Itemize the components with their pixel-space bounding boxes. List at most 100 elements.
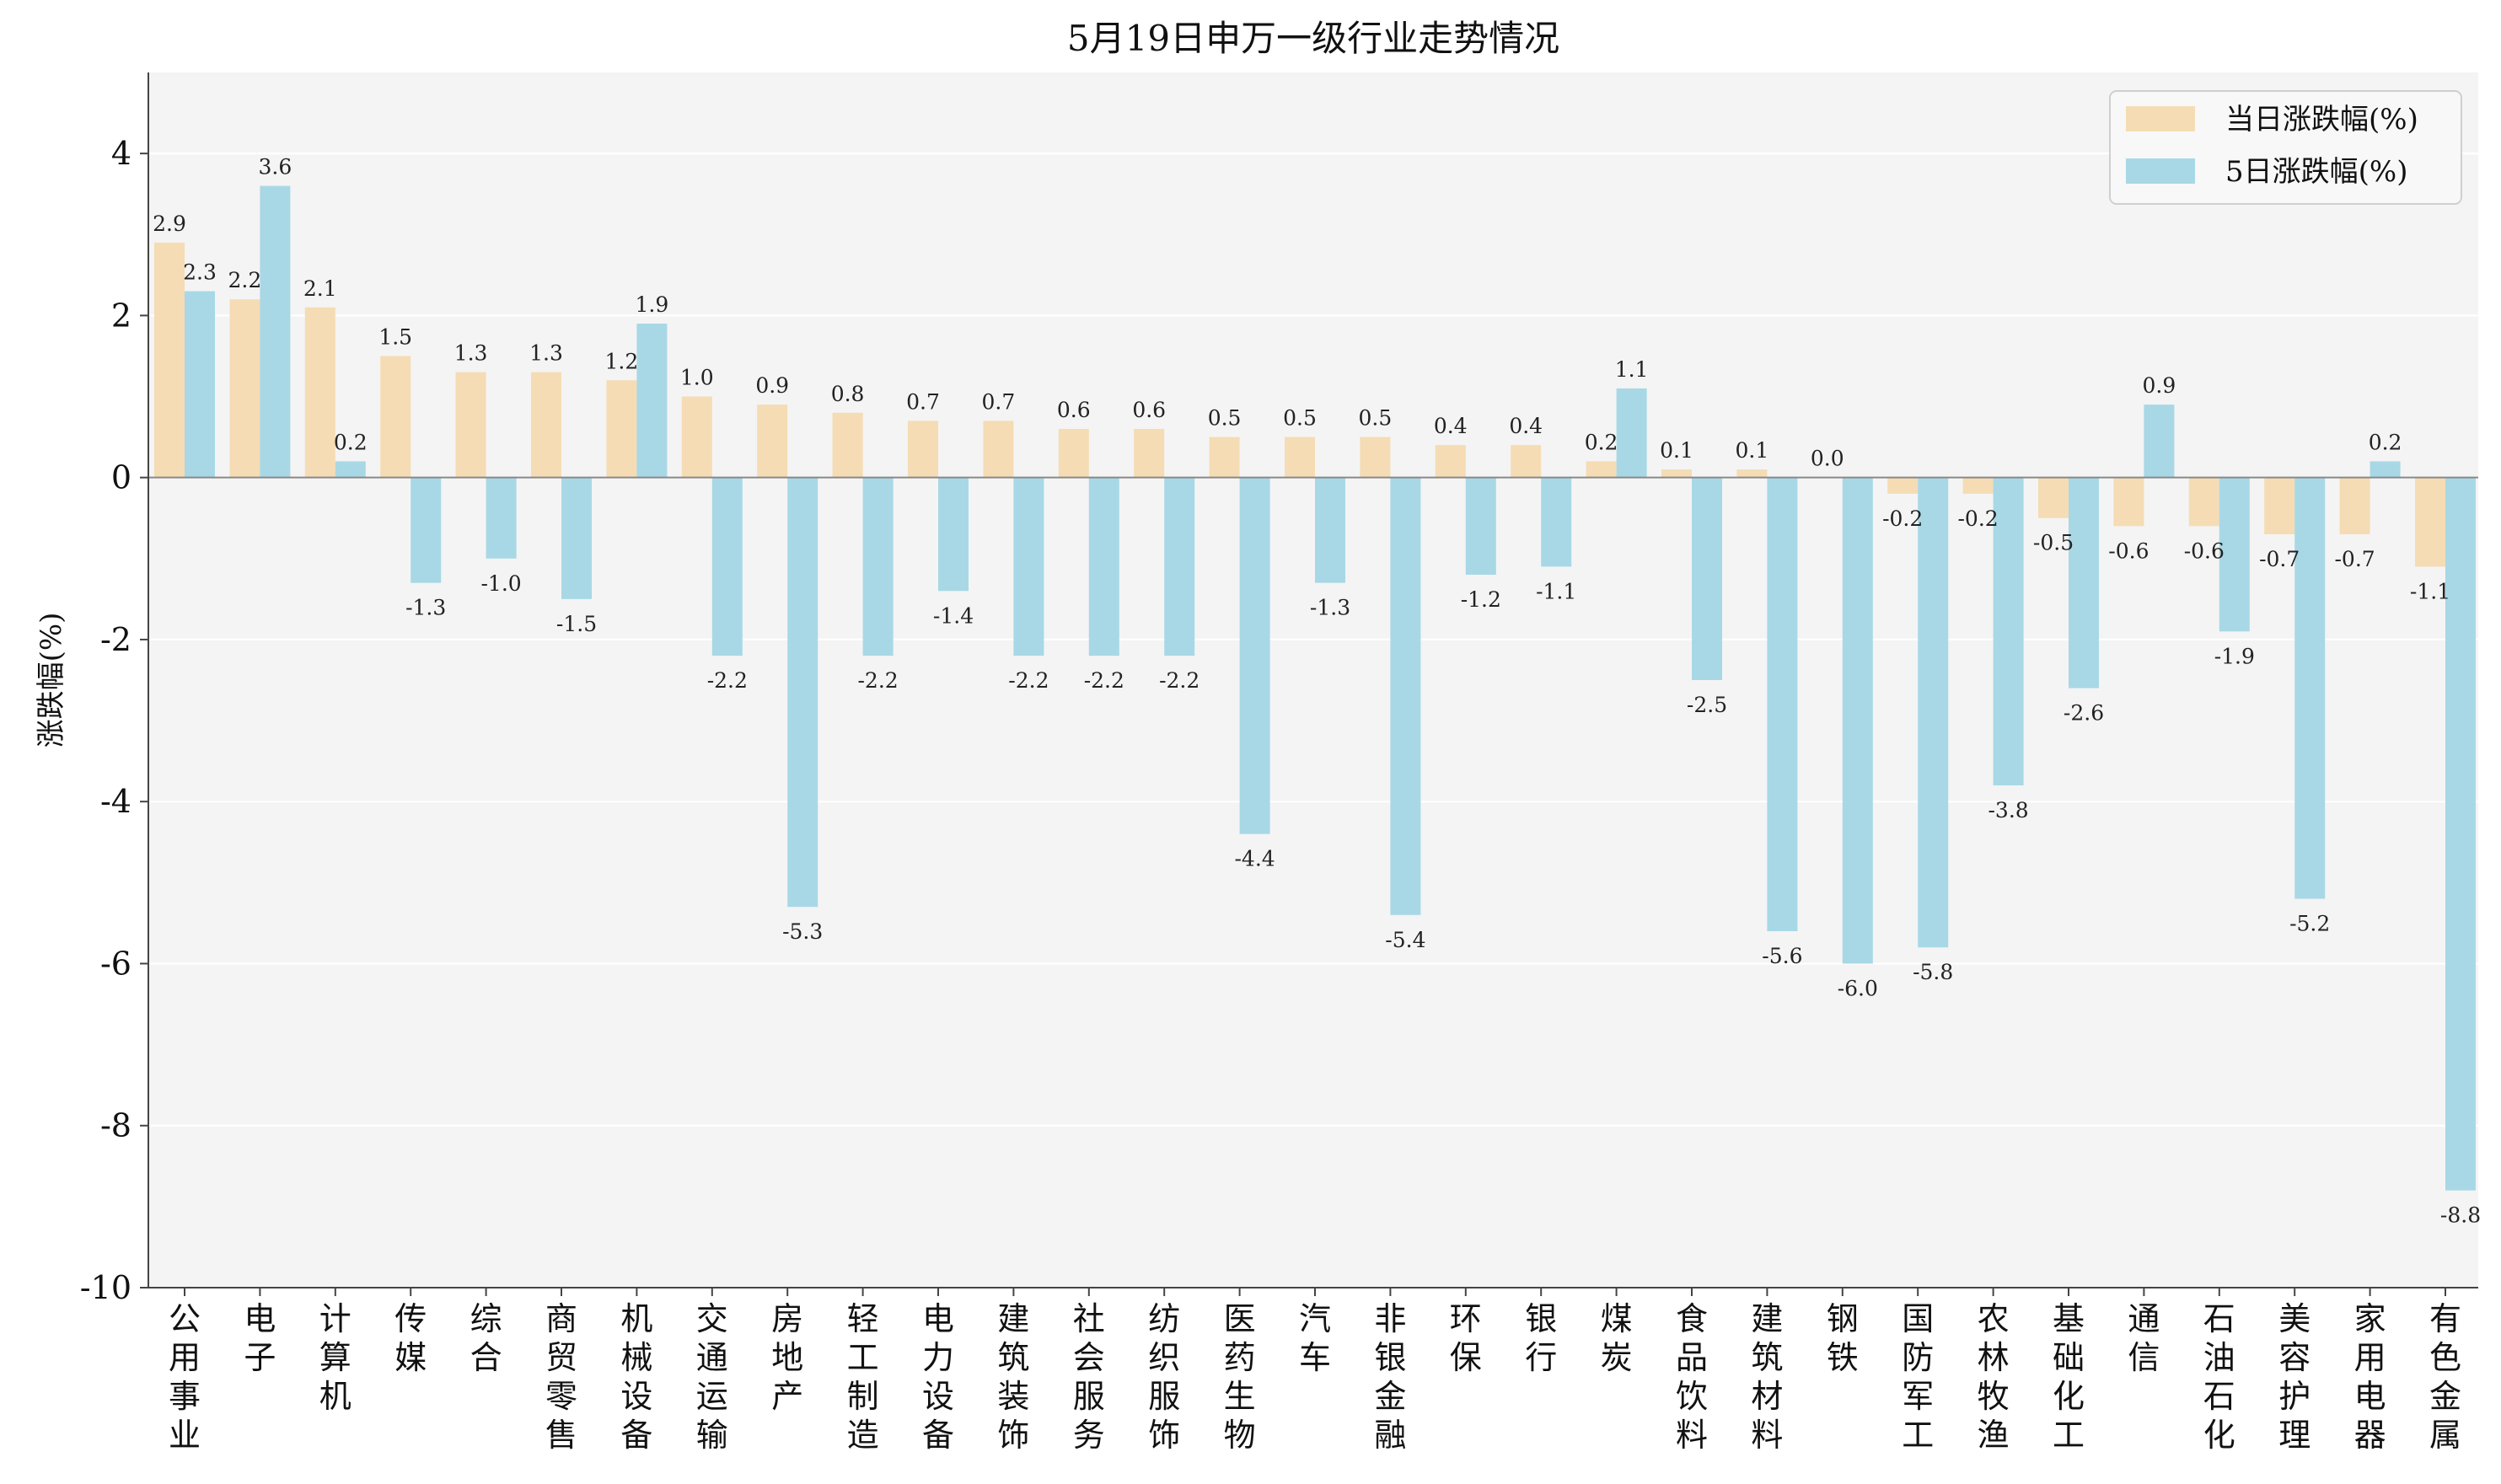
data-label: 1.0 [680,366,714,390]
bar [2219,477,2250,632]
bar [1209,437,1240,478]
data-label: -0.5 [2033,531,2074,555]
y-tick-label: -6 [100,945,131,982]
data-label: -0.7 [2334,547,2375,571]
data-label: 0.2 [1585,430,1618,454]
data-label: 0.9 [755,373,789,398]
bar [938,477,969,592]
bar [1962,477,1994,494]
data-label: 0.2 [2369,430,2402,454]
category-label: 商贸零售 [545,1300,577,1454]
data-label: 1.1 [1615,357,1649,382]
bar [1767,477,1798,932]
bar [1164,477,1195,656]
category-label: 传媒 [394,1300,427,1376]
data-label: -1.3 [405,596,446,620]
y-tick-label: 4 [111,135,131,172]
bar [1390,477,1421,915]
data-label: -1.2 [1461,587,1501,612]
bar [1315,477,1345,583]
data-label: 2.3 [183,260,217,285]
data-label: -0.7 [2259,547,2300,571]
bar [260,185,291,478]
category-label: 医药生物 [1224,1300,1256,1454]
bar [2038,477,2069,518]
bar [561,477,592,599]
data-label: -5.2 [2289,912,2330,936]
data-label: 0.9 [2143,373,2176,398]
data-label: -0.6 [2184,538,2225,563]
legend-label-5day: 5日涨跌幅(%) [2225,155,2407,189]
data-label: 0.6 [1132,398,1166,422]
category-label: 煤炭 [1601,1300,1633,1376]
bar [1465,477,1496,576]
data-label: -1.4 [933,603,974,628]
category-label: 社会服务 [1073,1300,1105,1454]
y-tick-label: 0 [111,459,131,496]
bar [908,421,938,478]
data-label: 2.9 [153,212,186,236]
bar [1616,388,1647,478]
data-label: -6.0 [1838,976,1878,1000]
data-label: 0.8 [831,382,865,406]
y-tick-label: -8 [100,1107,131,1144]
bar [2188,477,2219,527]
legend: 当日涨跌幅(%) 5日涨跌幅(%) [2109,90,2462,205]
bar [1993,477,2024,785]
bar [1842,477,1873,964]
bar [1661,469,1692,478]
category-label: 汽车 [1299,1300,1331,1376]
y-axis-label: 涨跌幅(%) [35,613,68,748]
bar [1541,477,1572,567]
data-label: -5.4 [1385,928,1425,952]
bar [2415,477,2445,567]
data-label: -2.6 [2064,701,2104,726]
bar [455,372,486,478]
bar [862,477,894,656]
category-label: 交通运输 [696,1300,728,1454]
category-label: 建筑材料 [1751,1300,1783,1454]
category-label: 机械设备 [620,1300,652,1454]
bar [1736,469,1768,478]
bar [832,412,863,478]
data-label: -2.2 [857,668,898,693]
data-label: -1.0 [480,571,521,596]
category-label: 美容护理 [2278,1300,2310,1454]
bar [711,477,743,656]
bar [681,396,712,478]
data-label: -2.2 [707,668,748,693]
data-label: -0.2 [1957,506,1998,531]
data-label: 0.6 [1057,398,1091,422]
bar [2264,477,2295,534]
category-label: 建筑装饰 [997,1300,1029,1454]
bar [486,477,517,559]
bar [1013,477,1044,656]
bar [787,477,818,908]
data-label: -2.2 [1159,668,1200,693]
category-label: 石油石化 [2203,1300,2235,1454]
data-label: 1.2 [605,349,639,373]
bar [2294,477,2326,899]
data-label: 0.7 [906,389,940,414]
bar [1058,428,1089,478]
legend-swatch-daily [2126,106,2195,131]
bar [229,299,260,478]
y-axis-ticks: 4 2 0 -2 -4 -6 -8 -10 [80,135,148,1306]
category-label: 纺织服饰 [1148,1300,1180,1454]
data-label: 2.1 [303,276,337,301]
bar [185,291,215,478]
bar [1360,437,1391,478]
bar [380,356,411,478]
data-label: -0.6 [2108,538,2149,563]
data-labels: 2.9 2.2 2.1 1.5 1.3 1.3 1.2 1.0 0.9 0.8 0.7 0.7 0.6 0… [153,155,2481,1228]
category-label: 食品饮料 [1676,1300,1708,1454]
bar [335,461,366,478]
bar [1887,477,1919,494]
category-label: 钢铁 [1827,1300,1859,1376]
category-label: 农林牧渔 [1978,1300,2010,1454]
data-label: 0.5 [1359,406,1393,431]
bar [2113,477,2144,527]
data-label: -3.8 [1988,798,2028,822]
category-label: 环保 [1450,1300,1482,1376]
data-label: -1.1 [2410,579,2450,603]
